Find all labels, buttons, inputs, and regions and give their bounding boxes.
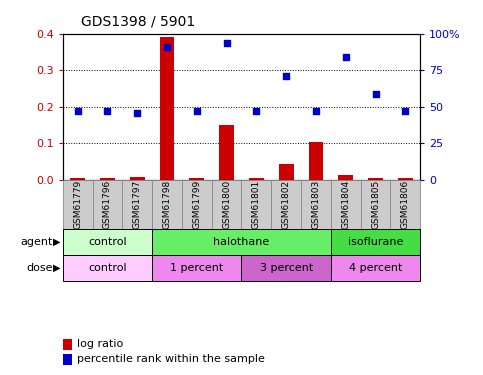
Bar bbox=[301, 180, 331, 229]
Text: GSM61799: GSM61799 bbox=[192, 180, 201, 229]
Point bbox=[133, 110, 141, 116]
Bar bbox=[63, 180, 93, 229]
Bar bbox=[122, 180, 152, 229]
Text: GSM61800: GSM61800 bbox=[222, 180, 231, 229]
Bar bbox=[338, 174, 353, 180]
Bar bbox=[279, 164, 294, 180]
Bar bbox=[361, 180, 390, 229]
Bar bbox=[242, 180, 271, 229]
Bar bbox=[100, 178, 115, 180]
Bar bbox=[390, 180, 420, 229]
Bar bbox=[70, 178, 85, 180]
Point bbox=[372, 91, 380, 97]
Text: GSM61805: GSM61805 bbox=[371, 180, 380, 229]
Point bbox=[342, 54, 350, 60]
Text: log ratio: log ratio bbox=[77, 339, 123, 349]
Text: isoflurane: isoflurane bbox=[348, 237, 403, 247]
Bar bbox=[159, 38, 174, 180]
Bar bbox=[271, 180, 301, 229]
Text: GDS1398 / 5901: GDS1398 / 5901 bbox=[81, 14, 195, 28]
Bar bbox=[152, 229, 331, 255]
Bar bbox=[152, 255, 242, 281]
Bar bbox=[331, 180, 361, 229]
Text: 3 percent: 3 percent bbox=[259, 263, 313, 273]
Bar bbox=[93, 180, 122, 229]
Text: 4 percent: 4 percent bbox=[349, 263, 402, 273]
Bar bbox=[398, 178, 413, 180]
Point bbox=[401, 108, 409, 114]
Point bbox=[104, 108, 112, 114]
Bar bbox=[63, 354, 71, 364]
Point bbox=[163, 44, 171, 50]
Bar bbox=[212, 180, 242, 229]
Text: ▶: ▶ bbox=[53, 263, 60, 273]
Bar bbox=[63, 255, 152, 281]
Point bbox=[193, 108, 201, 114]
Text: ▶: ▶ bbox=[53, 237, 60, 247]
Bar bbox=[219, 125, 234, 180]
Bar bbox=[242, 255, 331, 281]
Bar bbox=[331, 229, 420, 255]
Text: GSM61797: GSM61797 bbox=[133, 180, 142, 229]
Point bbox=[282, 73, 290, 79]
Text: GSM61796: GSM61796 bbox=[103, 180, 112, 229]
Text: agent: agent bbox=[21, 237, 53, 247]
Bar bbox=[309, 142, 324, 180]
Point bbox=[223, 39, 230, 45]
Bar bbox=[152, 180, 182, 229]
Text: 1 percent: 1 percent bbox=[170, 263, 224, 273]
Text: control: control bbox=[88, 263, 127, 273]
Bar bbox=[63, 339, 71, 350]
Text: GSM61804: GSM61804 bbox=[341, 180, 350, 229]
Bar bbox=[249, 178, 264, 180]
Text: GSM61801: GSM61801 bbox=[252, 180, 261, 229]
Bar bbox=[189, 178, 204, 180]
Text: dose: dose bbox=[27, 263, 53, 273]
Point bbox=[312, 108, 320, 114]
Bar bbox=[130, 177, 145, 180]
Point bbox=[74, 108, 82, 114]
Bar bbox=[63, 229, 152, 255]
Text: GSM61798: GSM61798 bbox=[163, 180, 171, 229]
Bar bbox=[182, 180, 212, 229]
Text: percentile rank within the sample: percentile rank within the sample bbox=[77, 354, 265, 364]
Bar bbox=[368, 178, 383, 180]
Point bbox=[253, 108, 260, 114]
Bar bbox=[331, 255, 420, 281]
Text: control: control bbox=[88, 237, 127, 247]
Text: GSM61803: GSM61803 bbox=[312, 180, 320, 229]
Text: GSM61806: GSM61806 bbox=[401, 180, 410, 229]
Text: GSM61802: GSM61802 bbox=[282, 180, 291, 229]
Text: GSM61779: GSM61779 bbox=[73, 180, 82, 229]
Text: halothane: halothane bbox=[213, 237, 270, 247]
